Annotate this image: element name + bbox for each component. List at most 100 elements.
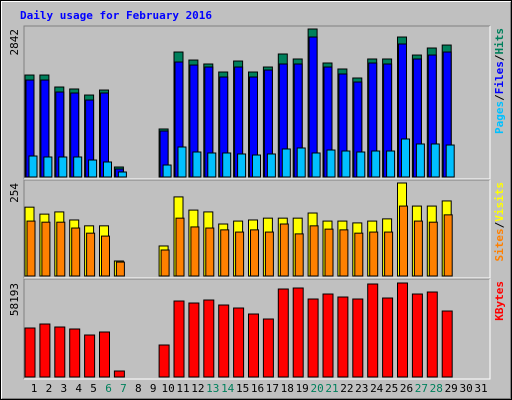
panel-bevel (24, 180, 491, 279)
bar (177, 146, 187, 178)
bar (277, 288, 289, 378)
panel-bevel (24, 26, 491, 180)
x-tick-label: 29 (445, 382, 458, 395)
bar (294, 233, 304, 277)
x-tick-label: 15 (236, 382, 249, 395)
bar (384, 231, 394, 277)
x-tick-label: 14 (221, 382, 235, 395)
bar (190, 226, 200, 277)
x-tick-label: 28 (430, 382, 443, 395)
x-tick-label: 5 (90, 382, 97, 395)
y-tick-label: 254 (8, 183, 21, 203)
bar (386, 150, 396, 178)
bar (426, 291, 438, 378)
bar (84, 334, 96, 378)
x-tick-label: 13 (206, 382, 219, 395)
bar (103, 161, 112, 178)
bar (39, 323, 51, 378)
bar (235, 231, 245, 277)
bar (415, 143, 425, 178)
bar (41, 221, 51, 277)
x-tick-label: 31 (474, 382, 487, 395)
x-tick-label: 12 (191, 382, 204, 395)
bar (411, 293, 423, 378)
bar (341, 150, 351, 178)
bar (352, 298, 364, 378)
bar (371, 150, 381, 178)
x-tick-label: 30 (459, 382, 472, 395)
bar (367, 283, 379, 378)
x-tick-label: 24 (370, 382, 384, 395)
bar (99, 331, 110, 378)
chart-title: Daily usage for February 2016 (20, 9, 212, 22)
bar (428, 221, 438, 277)
bar (222, 152, 232, 178)
bar (324, 228, 334, 277)
x-tick-label: 8 (135, 382, 142, 395)
bar (218, 304, 230, 378)
bar (322, 293, 334, 378)
bar (113, 370, 125, 378)
legend-separator: / (493, 221, 506, 228)
bar (54, 326, 66, 378)
bar (115, 261, 125, 277)
x-tick-label: 26 (400, 382, 413, 395)
bar (86, 232, 96, 277)
x-tick-label: 11 (176, 382, 189, 395)
bar (73, 156, 83, 178)
panel-bevel (23, 25, 490, 179)
bar (445, 144, 455, 178)
x-tick-label: 20 (310, 382, 323, 395)
x-tick-label: 2 (46, 382, 53, 395)
bar (356, 151, 366, 178)
bar (160, 249, 170, 277)
bar (337, 296, 349, 378)
bar (339, 229, 349, 277)
bar (326, 149, 336, 178)
x-tick-label: 21 (325, 382, 338, 395)
bar (413, 220, 423, 277)
bar (397, 282, 408, 378)
bar (248, 313, 259, 378)
bar (354, 232, 364, 277)
legend-entry: Files (493, 61, 506, 94)
x-tick-label: 23 (355, 382, 368, 395)
bar (69, 328, 81, 378)
bar (71, 227, 81, 277)
x-tick-label: 3 (60, 382, 67, 395)
bar (28, 155, 38, 178)
bar (207, 152, 217, 178)
bar (26, 220, 36, 277)
legend: KBytes (493, 281, 506, 321)
bar (56, 221, 66, 277)
bar (58, 156, 68, 178)
x-tick-label: 25 (385, 382, 398, 395)
bar (101, 235, 110, 277)
bar (237, 153, 247, 178)
bar (399, 205, 408, 277)
bar (292, 287, 304, 378)
x-tick-label: 7 (120, 382, 127, 395)
bar (233, 307, 245, 378)
x-tick-label: 27 (415, 382, 428, 395)
legend: Sites/Visits (493, 182, 506, 262)
x-tick-label: 17 (266, 382, 279, 395)
bar (382, 297, 394, 378)
legend-separator: / (493, 54, 506, 61)
bar (279, 223, 289, 277)
bar (252, 154, 261, 178)
bar (307, 298, 319, 378)
bar (262, 318, 274, 378)
bar (192, 151, 202, 178)
x-tick-label: 19 (296, 382, 309, 395)
bar (296, 147, 306, 178)
bar (311, 152, 321, 178)
panel-bevel (23, 278, 490, 379)
legend-entry: Visits (493, 182, 506, 222)
bar (369, 231, 379, 277)
bar (250, 229, 259, 277)
